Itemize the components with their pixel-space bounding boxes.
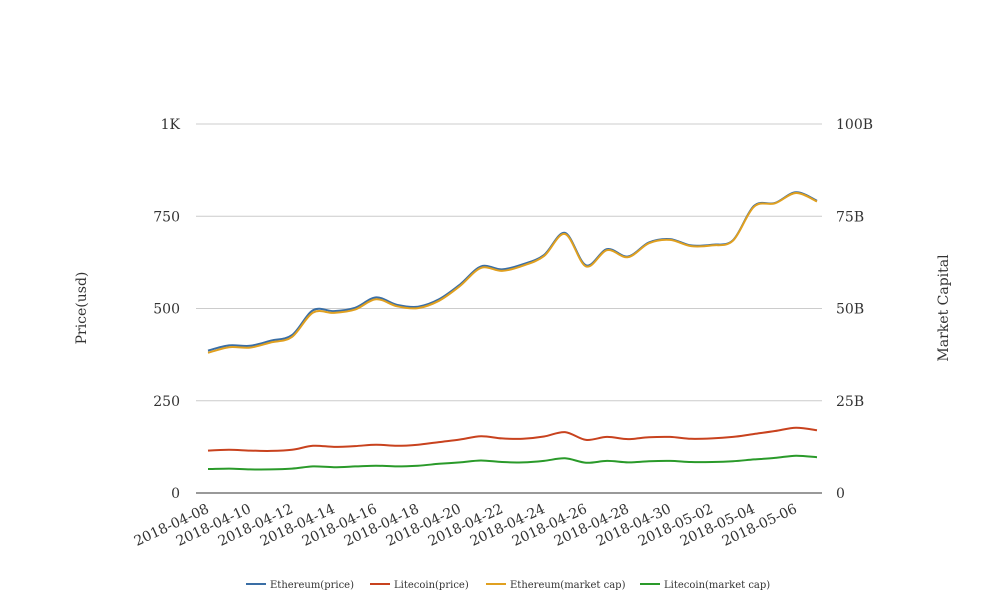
y-axis-right-title: Market Capital — [936, 254, 952, 362]
series-line-litecoin-price — [207, 426, 818, 452]
series-line-litecoin-market-cap — [207, 454, 818, 471]
legend-label: Ethereum(price) — [270, 580, 354, 591]
legend-label: Litecoin(price) — [394, 580, 469, 591]
legend-label: Litecoin(market cap) — [664, 580, 770, 591]
y-left-tick-label: 1K — [161, 117, 181, 133]
y-right-tick-label: 0 — [836, 486, 845, 502]
legend-label: Ethereum(market cap) — [510, 580, 626, 591]
y-axis-left: 0 250 500 750 1K — [153, 117, 180, 502]
y-left-tick-label: 0 — [171, 486, 180, 502]
legend: Ethereum(price) Litecoin(price) Ethereum(m… — [246, 580, 770, 591]
y-axis-right: 0 25B 50B 75B 100B — [836, 117, 873, 502]
series-line-ethereum-market-cap — [207, 191, 818, 354]
x-axis: 2018-04-082018-04-102018-04-122018-04-14… — [132, 501, 800, 550]
y-right-tick-label: 100B — [836, 117, 873, 133]
y-right-tick-label: 50B — [836, 302, 864, 318]
legend-item-ethereum-price[interactable]: Ethereum(price) — [246, 580, 354, 591]
gridlines — [196, 123, 822, 494]
y-right-tick-label: 25B — [836, 394, 864, 410]
y-left-tick-label: 500 — [153, 302, 180, 318]
series-lines — [207, 191, 818, 471]
y-left-tick-label: 250 — [153, 394, 180, 410]
y-right-tick-label: 75B — [836, 209, 864, 225]
y-left-tick-label: 750 — [153, 209, 180, 225]
legend-item-litecoin-market-cap[interactable]: Litecoin(market cap) — [640, 580, 770, 591]
legend-item-litecoin-price[interactable]: Litecoin(price) — [370, 580, 469, 591]
y-axis-left-title: Price(usd) — [74, 272, 90, 345]
legend-item-ethereum-market-cap[interactable]: Ethereum(market cap) — [486, 580, 626, 591]
